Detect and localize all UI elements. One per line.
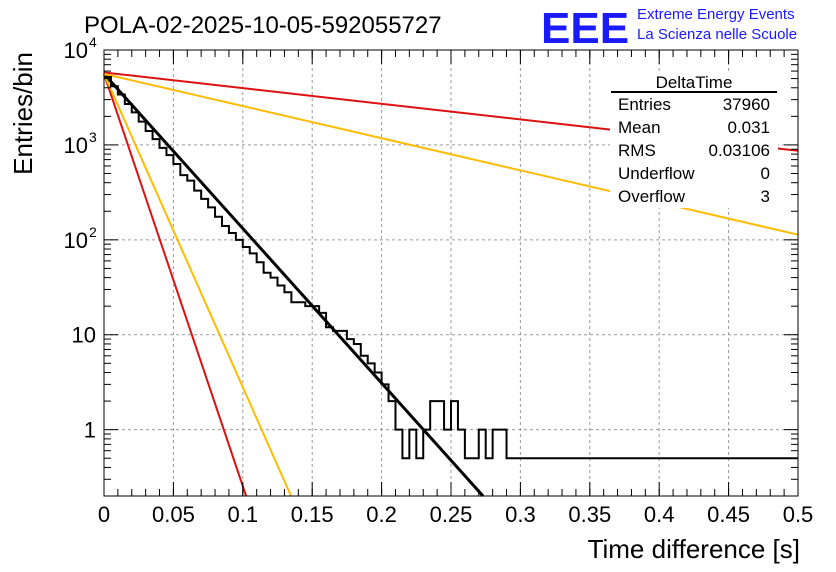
- stats-rows: Entries 37960 Mean 0.031 RMS 0.03106 Underflow…: [618, 95, 770, 206]
- stats-row-value: 0: [761, 164, 770, 183]
- axes: 0 0.05 0.1 0.15 0.2 0.25 0.3 0.35 0.4 0.45 0.5 1 10 1…: [64, 34, 814, 527]
- y-axis-label: Entries/bin: [8, 52, 38, 175]
- y-tick-label: 10: [72, 323, 96, 348]
- x-axis-label: Time difference [s]: [588, 534, 800, 564]
- y-tick-label: 1: [84, 418, 96, 443]
- stats-row-label: Entries: [618, 95, 671, 114]
- fit-line-yellow-steep: [103, 73, 292, 497]
- stats-row-label: RMS: [618, 141, 656, 160]
- x-tick-label: 0.35: [568, 502, 611, 527]
- x-tick-label: 0.15: [291, 502, 334, 527]
- y-tick-exponent: 4: [89, 34, 97, 50]
- logo-line1: Extreme Energy Events: [637, 6, 795, 23]
- eee-logo: EEE Extreme Energy Events La Scienza nel…: [541, 4, 797, 53]
- x-tick-label: 0.25: [430, 502, 473, 527]
- logo-line2: La Scienza nelle Scuole: [637, 26, 797, 43]
- x-tick-label: 0: [98, 502, 110, 527]
- stats-row-value: 3: [761, 187, 770, 206]
- y-tick-label: 10: [64, 133, 88, 158]
- y-tick-exponent: 2: [89, 224, 97, 240]
- y-tick-label: 10: [64, 228, 88, 253]
- fit-line-red-steep: [103, 73, 248, 497]
- x-tick-label: 0.2: [366, 502, 397, 527]
- stats-row-value: 0.03106: [709, 141, 770, 160]
- stats-row-label: Underflow: [618, 164, 695, 183]
- stats-box: DeltaTime Entries 37960 Mean 0.031 RMS 0.0310…: [610, 73, 778, 208]
- stats-title: DeltaTime: [656, 73, 733, 92]
- y-tick-label: 10: [64, 38, 88, 63]
- y-tick-exponent: 3: [89, 129, 97, 145]
- x-tick-label: 0.45: [707, 502, 750, 527]
- x-tick-label: 0.05: [152, 502, 195, 527]
- stats-row-label: Mean: [618, 118, 661, 137]
- logo-mark: EEE: [541, 4, 629, 53]
- fit-line-data-fit: [102, 72, 485, 498]
- x-tick-label: 0.1: [228, 502, 259, 527]
- x-tick-label: 0.5: [783, 502, 814, 527]
- histogram: [104, 75, 798, 460]
- stats-box-bg: [610, 74, 778, 208]
- x-tick-label: 0.4: [644, 502, 675, 527]
- stats-row-value: 37960: [723, 95, 770, 114]
- x-tick-label: 0.3: [505, 502, 536, 527]
- stats-row-label: Overflow: [618, 187, 686, 206]
- chart-title: POLA-02-2025-10-05-592055727: [84, 12, 442, 39]
- stats-row-value: 0.031: [727, 118, 770, 137]
